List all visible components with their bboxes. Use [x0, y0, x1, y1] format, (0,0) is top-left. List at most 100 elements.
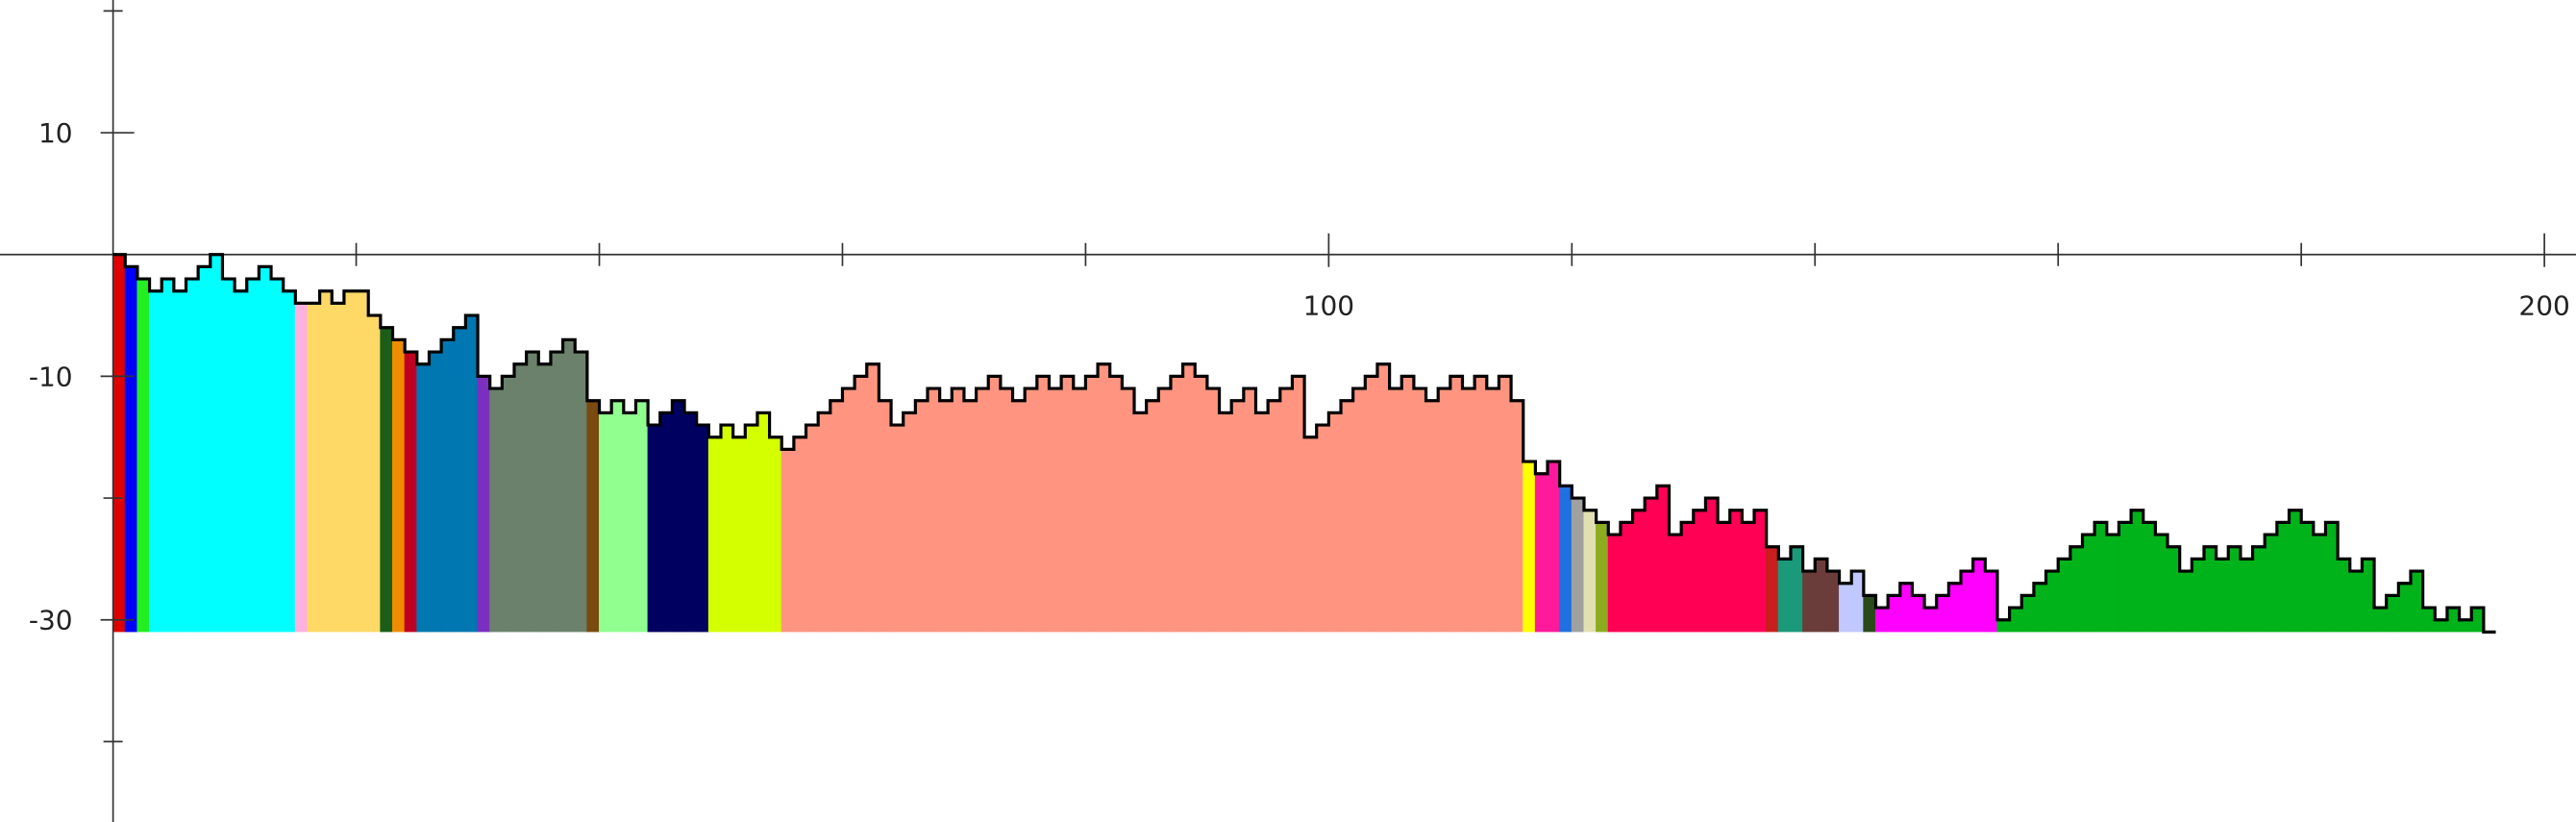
- step-fill: [1850, 571, 1865, 633]
- y-tick-label: 10: [38, 117, 73, 149]
- step-fill: [1839, 583, 1852, 633]
- step-fill: [501, 376, 515, 633]
- step-fill: [647, 425, 661, 633]
- step-fill: [173, 290, 187, 633]
- step-fill: [1389, 388, 1402, 633]
- step-fill: [1109, 376, 1123, 633]
- step-fill: [270, 279, 285, 633]
- step-fill: [1449, 376, 1463, 633]
- x-tick-label: 200: [2518, 290, 2569, 322]
- step-fill: [1571, 498, 1585, 633]
- step-fill: [696, 425, 709, 633]
- step-fill: [197, 266, 211, 633]
- step-fill: [1559, 486, 1573, 633]
- step-fill: [634, 400, 649, 633]
- step-fill: [283, 290, 296, 633]
- step-fill: [1911, 595, 1925, 633]
- step-fill: [2179, 571, 2192, 633]
- step-fill: [1219, 412, 1232, 633]
- step-fill: [1523, 461, 1536, 633]
- step-fill: [1863, 595, 1877, 633]
- step-fill: [2276, 522, 2291, 633]
- step-fill: [2020, 595, 2035, 633]
- step-fill: [732, 436, 746, 633]
- step-fill: [890, 425, 904, 633]
- step-fill: [2361, 559, 2375, 633]
- step-fill: [1048, 388, 1062, 633]
- step-fill: [1680, 522, 1695, 633]
- step-fill: [1826, 571, 1841, 633]
- step-fill: [963, 400, 978, 633]
- y-tick-label: -30: [29, 605, 73, 636]
- step-fill: [356, 290, 369, 633]
- step-fill: [1474, 376, 1488, 633]
- step-fill: [1060, 376, 1075, 633]
- step-fill: [1291, 376, 1305, 633]
- step-fill: [2203, 546, 2217, 633]
- step-fill: [428, 352, 442, 633]
- step-fill: [2045, 571, 2059, 633]
- step-fill: [1936, 595, 1949, 633]
- step-fill: [671, 400, 685, 633]
- step-fill: [756, 412, 771, 633]
- step-fill: [1717, 522, 1731, 633]
- step-fill: [1121, 388, 1135, 633]
- step-fill: [2033, 583, 2047, 633]
- step-fill: [2300, 522, 2315, 633]
- step-fill: [659, 412, 673, 633]
- step-fill: [914, 400, 929, 633]
- step-fill: [2459, 619, 2472, 633]
- step-fill: [2227, 546, 2242, 633]
- step-fill: [2057, 559, 2071, 633]
- step-fill: [854, 376, 868, 633]
- step-fill: [2240, 559, 2254, 633]
- step-fill: [234, 290, 248, 633]
- step-fill: [2324, 522, 2339, 633]
- step-fill: [866, 363, 879, 633]
- step-fill: [2118, 522, 2132, 633]
- step-fill: [744, 425, 758, 633]
- step-fill: [1254, 412, 1269, 633]
- step-fill: [1960, 571, 1974, 633]
- step-fill: [246, 279, 260, 633]
- step-fill: [623, 412, 636, 633]
- step-fill: [1024, 388, 1038, 633]
- step-fill: [1547, 461, 1561, 633]
- step-fill: [136, 279, 151, 633]
- step-fill: [2093, 522, 2108, 633]
- step-fill: [1814, 559, 1828, 633]
- step-fill: [1632, 510, 1646, 633]
- step-fill: [1437, 388, 1451, 633]
- step-fill: [1620, 522, 1634, 633]
- step-fill: [1170, 376, 1184, 633]
- step-fill: [112, 254, 126, 633]
- step-fill: [1741, 522, 1755, 633]
- step-fill: [1097, 363, 1111, 633]
- step-fill: [307, 303, 321, 633]
- step-fill: [707, 436, 722, 633]
- step-fill: [780, 449, 795, 633]
- step-fill: [2264, 535, 2278, 633]
- step-fill: [720, 425, 734, 633]
- step-fill: [319, 290, 333, 633]
- step-fill: [1996, 619, 2011, 633]
- step-fill: [2082, 535, 2095, 633]
- step-fill: [2191, 559, 2205, 633]
- step-fill: [1340, 400, 1354, 633]
- step-fill: [526, 352, 539, 633]
- step-fill: [1206, 388, 1221, 633]
- step-fill: [1693, 510, 1706, 633]
- step-fill: [878, 400, 892, 633]
- step-fill: [2422, 608, 2436, 633]
- step-fill: [1802, 571, 1816, 633]
- x-tick-label: 100: [1303, 290, 1354, 322]
- y-tick-label: -10: [29, 361, 73, 392]
- step-fill: [976, 388, 989, 633]
- step-fill: [599, 412, 612, 633]
- step-fill: [793, 436, 807, 633]
- step-fill: [416, 363, 430, 633]
- step-fill: [1923, 608, 1938, 633]
- step-fill: [2349, 571, 2363, 633]
- step-fill: [2289, 510, 2302, 633]
